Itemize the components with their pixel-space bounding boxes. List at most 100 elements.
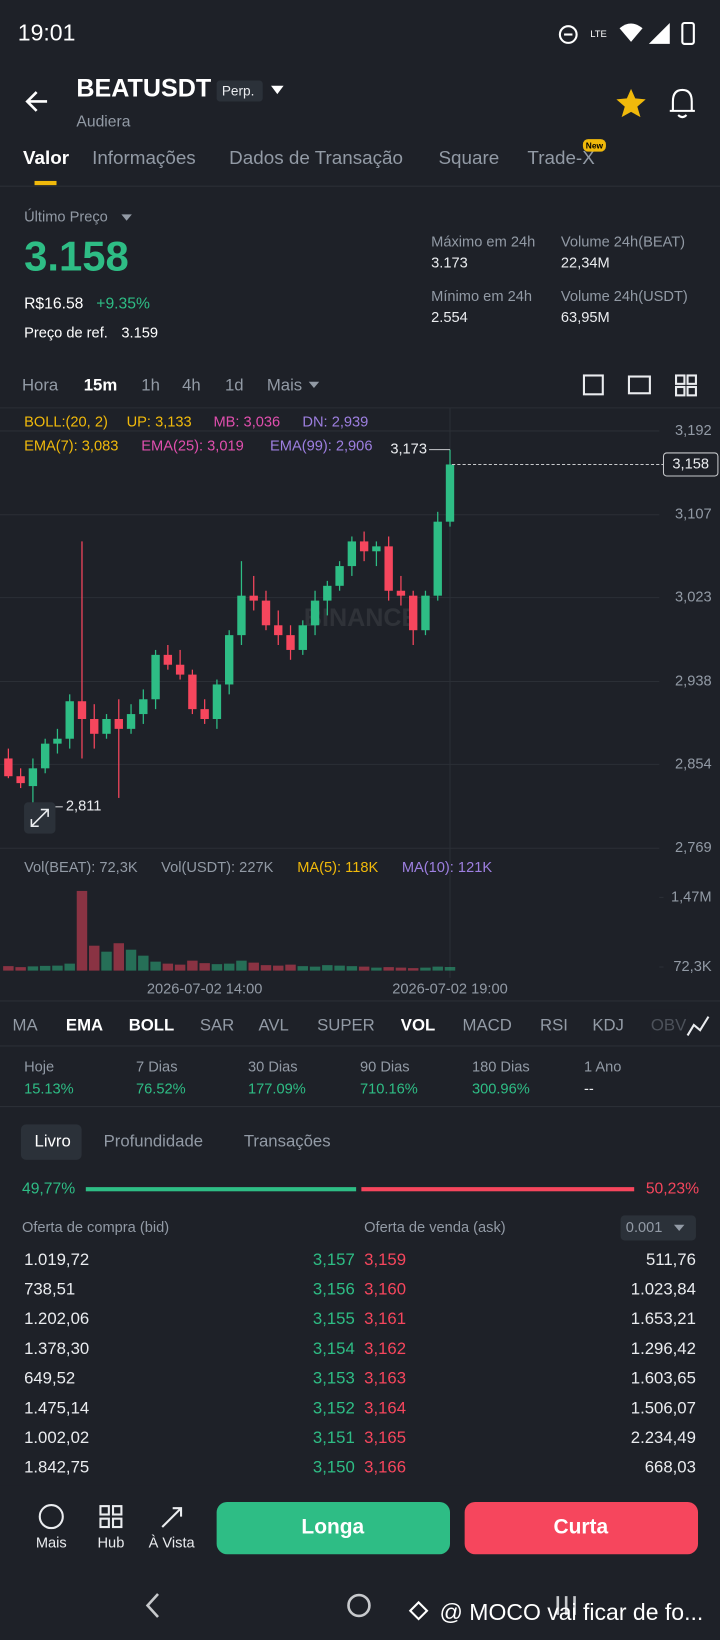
ask-header: Oferta de venda (ask): [364, 1220, 505, 1236]
tab[interactable]: Informações: [92, 147, 196, 168]
volume-bar: [273, 965, 284, 971]
volume-bar: [383, 967, 394, 971]
volume-bar: [444, 967, 456, 971]
volume-bar: [150, 961, 161, 971]
performance-label: 30 Dias: [248, 1060, 298, 1076]
candle-body: [323, 585, 332, 601]
indicator-tab[interactable]: MACD: [463, 1015, 512, 1034]
candle-body: [175, 664, 185, 675]
depth-bar-bid: [85, 1187, 357, 1192]
ask-price: 3,165: [364, 1428, 406, 1447]
bid-amount: 1.842,75: [24, 1458, 89, 1477]
action-icons[interactable]: [38, 1504, 183, 1530]
bid-header: Oferta de compra (bid): [22, 1220, 169, 1236]
indicator-tab[interactable]: MA: [13, 1015, 39, 1034]
ref-label: Preço de ref.: [24, 326, 108, 342]
candle-body: [445, 464, 455, 522]
volume-bar: [236, 960, 247, 971]
volume-bar: [223, 963, 235, 971]
bid-amount: 1.019,72: [24, 1250, 89, 1269]
indicator-tab[interactable]: RSI: [540, 1015, 568, 1034]
volume-bar: [15, 967, 26, 971]
volume-bar: [187, 960, 198, 971]
legend-item: BOLL:(20, 2): [24, 414, 108, 430]
interval[interactable]: 1d: [225, 375, 244, 394]
ask-amount: 1.603,65: [631, 1369, 696, 1388]
precision-box[interactable]: [620, 1215, 696, 1241]
status-time: 19:01: [18, 20, 76, 46]
stat-label: Mínimo em 24h: [431, 289, 532, 305]
action-label[interactable]: Mais: [36, 1536, 67, 1552]
performance-value: --: [584, 1082, 594, 1098]
short-button[interactable]: [464, 1501, 699, 1555]
volume-bar: [64, 963, 75, 971]
candle-body: [421, 595, 430, 631]
legend-item: MA(10): 121K: [402, 860, 492, 876]
ask-amount: 511,76: [646, 1250, 696, 1269]
action-label[interactable]: À Vista: [149, 1535, 196, 1552]
action-label[interactable]: Hub: [98, 1536, 125, 1552]
indicator-tab[interactable]: BOLL: [129, 1015, 175, 1034]
bid-amount: 1.002,02: [24, 1428, 89, 1447]
interval[interactable]: Hora: [22, 375, 59, 394]
performance-value: 177.09%: [248, 1082, 306, 1098]
indicator-tab[interactable]: KDJ: [592, 1015, 624, 1034]
indicator-tab[interactable]: SUPER: [317, 1015, 375, 1034]
candle-body: [4, 758, 13, 777]
indicator-tab[interactable]: AVL: [258, 1015, 288, 1034]
ask-price: 3,159: [364, 1250, 406, 1269]
volume-bar: [52, 965, 63, 971]
dropdown-caret: [308, 381, 320, 389]
ask-amount: 1.023,84: [631, 1279, 696, 1298]
chart-tools[interactable]: [582, 374, 697, 397]
tab[interactable]: Valor: [23, 147, 70, 168]
y-tick-label: 3,023: [675, 590, 712, 606]
indicator-tab[interactable]: VOL: [401, 1015, 435, 1034]
depth-bar-ask: [361, 1187, 635, 1192]
candle-body: [28, 768, 38, 787]
candle-body: [139, 699, 148, 715]
short-label[interactable]: Curta: [554, 1516, 609, 1539]
volume-bar: [334, 965, 345, 971]
candle-body: [298, 625, 307, 650]
tab[interactable]: Trade-X: [527, 147, 595, 168]
candle-body: [409, 595, 418, 631]
performance-label: 180 Dias: [472, 1060, 530, 1076]
book-tab[interactable]: Livro: [35, 1132, 71, 1151]
overlay-text: @ MOCO vai ficar de fo...: [440, 1599, 704, 1625]
tab[interactable]: Square: [438, 147, 499, 168]
interval[interactable]: 15m: [84, 375, 117, 394]
x-tick-label: 2026-07-02 19:00: [392, 981, 508, 997]
candle-body: [102, 718, 111, 734]
volume-bar: [3, 966, 14, 971]
back-button[interactable]: [25, 91, 48, 112]
y-tick-label: 1,47M: [671, 889, 712, 905]
ref-value: 3.159: [121, 326, 158, 342]
indicator-tab[interactable]: EMA: [66, 1015, 103, 1034]
bell-icon[interactable]: [669, 88, 695, 119]
indicator-settings[interactable]: [686, 1016, 710, 1036]
y-tick-label: 2,854: [675, 756, 712, 772]
tab-indicator: [34, 180, 57, 186]
interval[interactable]: 1h: [141, 375, 160, 394]
ask-price: 3,164: [364, 1398, 406, 1417]
long-label[interactable]: Longa: [301, 1516, 364, 1539]
book-tab[interactable]: Profundidade: [104, 1132, 203, 1151]
indicator-tab[interactable]: SAR: [200, 1015, 234, 1034]
bid-price: 3,153: [313, 1369, 355, 1388]
long-button[interactable]: [216, 1501, 450, 1555]
y-tick-label: 3,192: [675, 423, 712, 439]
candle-body: [77, 701, 87, 719]
favorite-star[interactable]: [616, 88, 646, 118]
volume-bar: [39, 965, 51, 971]
symbol-dropdown[interactable]: [271, 85, 284, 95]
stat-label: Volume 24h(USDT): [561, 289, 688, 305]
interval[interactable]: 4h: [182, 375, 201, 394]
interval[interactable]: Mais: [267, 375, 302, 394]
tab[interactable]: Dados de Transação: [229, 147, 403, 168]
candle-body: [53, 738, 62, 744]
volume-bar: [420, 967, 431, 971]
book-tab[interactable]: Transações: [244, 1132, 331, 1151]
legend-item: MB: 3,036: [213, 414, 280, 430]
badge-bg: [216, 80, 263, 102]
